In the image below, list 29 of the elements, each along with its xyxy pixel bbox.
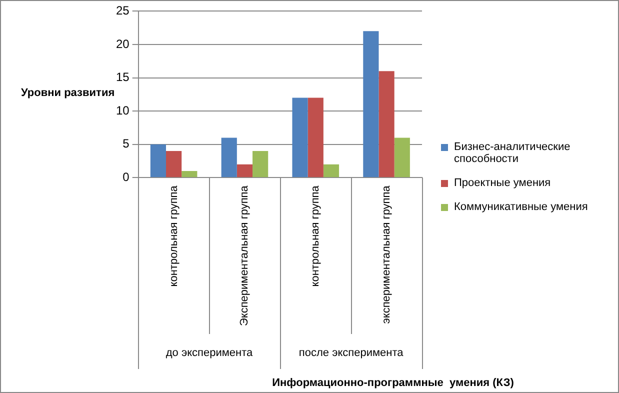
y-tick-label: 5 <box>122 136 130 151</box>
legend-label: Бизнес-аналитические способности <box>454 141 572 165</box>
x-tick-label: контрольная группа <box>168 184 180 287</box>
text: после эксперимента <box>298 347 404 360</box>
bar <box>292 98 308 178</box>
bar <box>378 71 394 178</box>
x-tick-label: контрольная группа <box>310 184 322 287</box>
y-tick-label: 10 <box>116 103 130 118</box>
bar <box>182 170 198 178</box>
y-tick-label: 15 <box>116 70 130 84</box>
legend-label: Проектные умения <box>454 177 551 189</box>
x-tick-label: экспериментальная группа <box>380 184 393 324</box>
bar <box>394 138 410 178</box>
legend-label: Коммуникативные умения <box>454 201 588 213</box>
bar <box>323 164 340 178</box>
x-tick-label: Экспериментальная группа <box>238 184 251 326</box>
y-axis-title: Уровни развития <box>21 87 115 100</box>
bar <box>363 31 379 178</box>
bar <box>308 98 324 178</box>
y-tick-label: 0 <box>122 170 130 184</box>
bar <box>252 151 268 178</box>
x-axis-title: Информационно-программные умения (КЗ) <box>272 377 514 390</box>
bar <box>221 138 237 178</box>
y-tick-label: 20 <box>116 36 130 51</box>
bar <box>236 164 253 178</box>
text: до эксперимента <box>166 347 254 360</box>
bar <box>166 151 182 178</box>
y-tick-label: 25 <box>116 4 130 18</box>
bar <box>150 144 166 178</box>
